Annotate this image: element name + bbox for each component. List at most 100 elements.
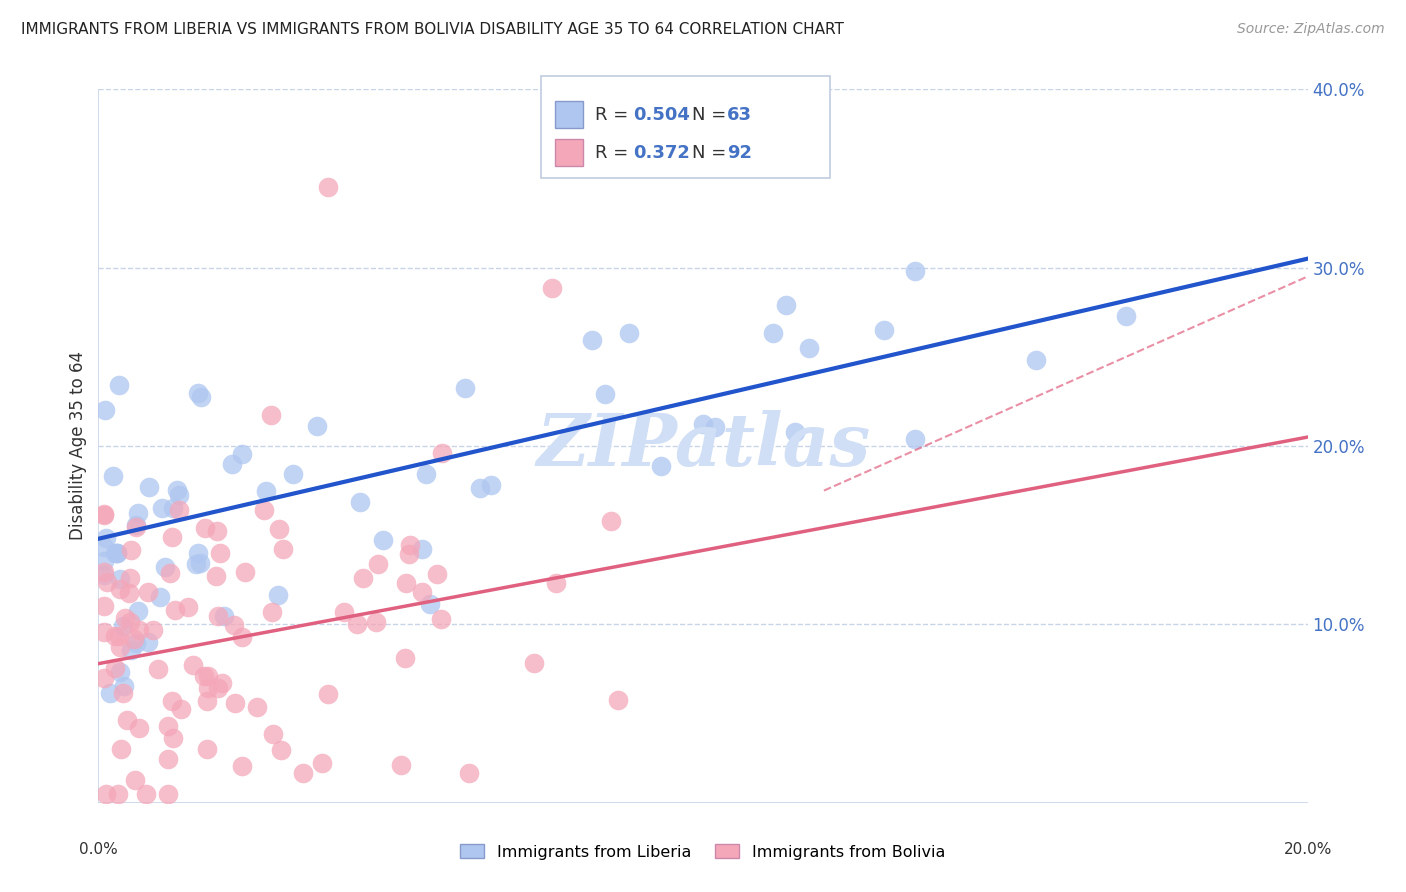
Point (762, 326, 785, 341)
Point (270, 743, 292, 757)
Point (150, 501, 173, 516)
Point (692, 417, 714, 431)
Point (311, 756, 333, 770)
Point (371, 533, 394, 548)
Point (104, 629, 127, 643)
Point (254, 484, 277, 499)
Point (600, 514, 623, 528)
Text: IMMIGRANTS FROM LIBERIA VS IMMIGRANTS FROM BOLIVIA DISABILITY AGE 35 TO 64 CORRE: IMMIGRANTS FROM LIBERIA VS IMMIGRANTS FR… (21, 22, 844, 37)
Point (211, 676, 233, 690)
Point (136, 584, 159, 599)
Point (194, 521, 217, 535)
Point (122, 632, 145, 647)
Point (114, 611, 136, 625)
Point (231, 630, 253, 644)
Point (159, 566, 181, 580)
Point (212, 609, 235, 624)
Text: N =: N = (692, 144, 731, 161)
Point (93, 567, 115, 582)
Point (118, 615, 141, 629)
Point (128, 623, 150, 637)
Point (783, 425, 806, 439)
Point (253, 503, 276, 517)
Text: 92: 92 (727, 144, 752, 161)
Point (197, 681, 219, 696)
Point (775, 298, 797, 312)
Point (105, 546, 128, 560)
Point (120, 542, 142, 557)
Point (112, 679, 135, 693)
Point (187, 386, 209, 401)
Text: ZIPatlas: ZIPatlas (536, 410, 870, 482)
Point (904, 432, 927, 446)
Point (454, 381, 477, 395)
Point (316, 687, 339, 701)
Text: 20.0%: 20.0% (1284, 842, 1331, 857)
Point (221, 457, 243, 471)
Point (606, 693, 628, 707)
Point (419, 597, 441, 611)
Point (307, 419, 329, 434)
Point (904, 264, 927, 278)
Point (593, 387, 616, 401)
Point (271, 541, 294, 556)
Point (93, 671, 115, 685)
Point (873, 323, 896, 337)
Point (169, 488, 191, 502)
Point (162, 500, 184, 515)
Point (107, 378, 129, 392)
Point (93, 565, 115, 579)
Point (136, 634, 159, 648)
Point (118, 586, 141, 600)
Y-axis label: Disability Age 35 to 64: Disability Age 35 to 64 (69, 351, 87, 541)
Text: 0.0%: 0.0% (79, 842, 118, 857)
Point (1115, 309, 1137, 323)
Point (292, 766, 315, 780)
Point (204, 569, 226, 583)
Point (544, 576, 567, 591)
Text: 0.504: 0.504 (633, 106, 689, 124)
Point (184, 558, 207, 572)
Point (190, 390, 212, 404)
Point (426, 566, 449, 581)
Point (346, 617, 368, 632)
Point (162, 731, 184, 746)
Point (468, 481, 491, 495)
Point (104, 546, 127, 560)
Point (411, 541, 433, 556)
Point (124, 773, 146, 788)
Point (207, 524, 229, 538)
Point (110, 665, 132, 680)
Point (120, 643, 142, 657)
Point (118, 572, 141, 586)
Point (127, 604, 149, 618)
Point (127, 506, 149, 520)
Point (209, 546, 232, 560)
Point (389, 758, 412, 772)
Point (157, 719, 180, 733)
Point (107, 630, 129, 644)
Text: R =: R = (595, 106, 634, 124)
Point (260, 408, 283, 422)
Text: 0.372: 0.372 (633, 144, 689, 161)
Point (128, 721, 150, 735)
Point (93, 540, 115, 554)
Point (398, 547, 420, 561)
Point (799, 341, 821, 355)
Point (231, 759, 253, 773)
Point (125, 520, 148, 534)
Point (222, 618, 245, 632)
Point (195, 742, 218, 756)
Point (104, 661, 127, 675)
Point (166, 483, 188, 498)
Point (523, 657, 546, 671)
Point (110, 640, 132, 654)
Point (146, 662, 169, 676)
Point (187, 546, 209, 560)
Point (457, 766, 479, 780)
Point (262, 727, 284, 741)
Point (207, 681, 229, 695)
Point (581, 333, 603, 347)
Point (399, 538, 422, 552)
Point (188, 557, 211, 571)
